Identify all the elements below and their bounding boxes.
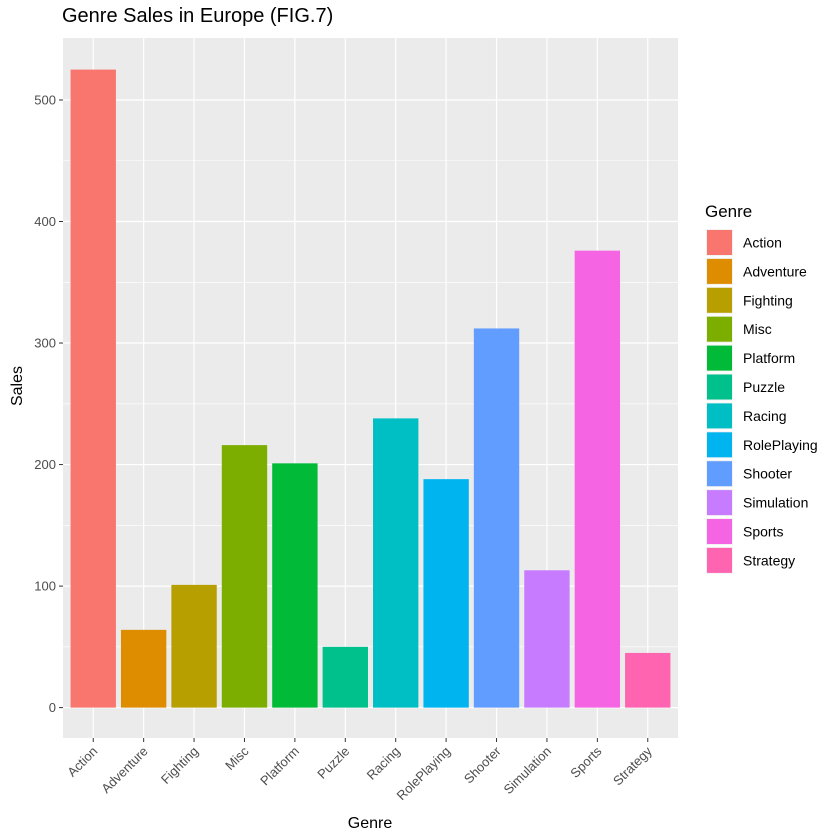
y-tick-label: 400 [34,214,56,229]
legend-title: Genre [705,202,752,221]
bar-strategy [625,652,671,708]
chart-title: Genre Sales in Europe (FIG.7) [62,5,334,27]
legend-swatch-platform [707,345,732,371]
bar-sports [574,250,621,708]
bar-simulation [524,570,570,708]
legend-label: Misc [743,321,772,337]
legend-label: Action [743,235,782,251]
x-tick-label: Fighting [158,744,201,787]
x-tick-label: Strategy [610,743,655,788]
legend-swatch-shooter [707,461,732,487]
legend-label: Strategy [743,552,795,568]
x-tick-label: Simulation [501,744,555,798]
legend-swatch-action [707,230,732,255]
legend-label: Puzzle [743,379,785,395]
x-tick-label: Action [64,744,100,780]
legend-label: Platform [743,350,795,366]
x-tick-label: Racing [364,744,403,783]
bars [70,69,671,708]
bar-platform [272,463,318,708]
legend-swatch-roleplaying [707,432,732,458]
legend-label: Simulation [743,495,808,511]
bar-action [70,69,116,708]
legend-swatch-adventure [707,258,732,284]
x-tick-label: Sports [567,743,605,781]
bar-adventure [120,629,167,708]
legend-label: Adventure [743,263,807,279]
y-tick-label: 0 [49,700,56,715]
bar-fighting [171,584,217,708]
x-tick-label: Platform [257,744,302,789]
legend-swatch-sports [707,519,732,544]
y-axis: 0 100 200 300 400 500 [34,92,63,715]
bar-puzzle [322,646,368,708]
x-tick-label: Adventure [98,744,151,797]
y-tick-label: 200 [34,457,56,472]
legend-label: RolePlaying [743,437,818,453]
bar-roleplaying [423,479,469,708]
x-tick-label: RolePlaying [394,744,454,804]
legend-swatch-misc [707,316,732,342]
y-tick-label: 500 [34,92,56,107]
legend-swatch-simulation [707,490,732,516]
legend-swatch-strategy [707,547,732,573]
bar-misc [221,445,268,708]
legend-label: Racing [743,408,787,424]
legend-label: Sports [743,524,783,540]
bar-shooter [473,328,520,708]
x-axis-title: Genre [348,815,393,832]
legend-swatch-puzzle [707,374,732,400]
x-tick-label: Misc [222,743,252,773]
y-tick-label: 300 [34,336,56,351]
legend-swatch-racing [707,403,732,429]
y-tick-label: 100 [34,579,56,594]
x-tick-label: Puzzle [314,744,352,782]
bar-racing [373,418,419,708]
legend-swatch-fighting [707,287,732,313]
legend-label: Fighting [743,292,793,308]
legend: Genre Action Adventure Fighting Misc Platfor… [705,202,818,574]
x-tick-label: Shooter [461,743,504,786]
y-axis-title: Sales [9,366,26,406]
legend-label: Shooter [743,466,792,482]
